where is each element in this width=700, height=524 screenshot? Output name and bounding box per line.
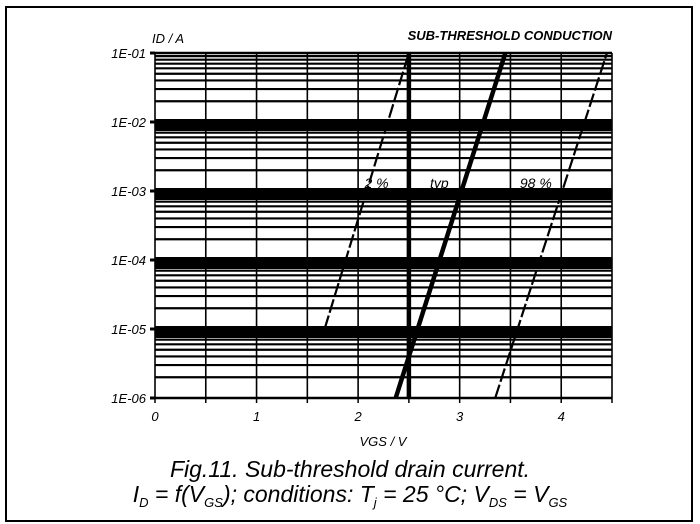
y-tick-label: 1E-06 xyxy=(111,391,146,406)
figure-frame xyxy=(5,6,693,522)
caption-subscript: GS xyxy=(548,495,568,510)
caption-part: = V xyxy=(506,481,549,507)
caption-part: ); conditions: T xyxy=(222,481,374,507)
caption-subscript: DS xyxy=(488,495,507,510)
caption-part: I xyxy=(132,481,140,507)
y-tick-label: 1E-02 xyxy=(111,115,146,130)
x-tick-label: 3 xyxy=(456,409,464,424)
x-tick-label: 1 xyxy=(253,409,260,424)
chart-grid xyxy=(150,51,613,403)
y-tick-label: 1E-05 xyxy=(111,322,146,337)
figure-caption-line2: ID = f(VGS); conditions: Tj = 25 °C; VDS… xyxy=(0,481,700,516)
chart: 1E-01 1E-02 1E-03 1E-04 1E-05 1E-06 0 1 2 3 4 2 % ty… xyxy=(111,28,613,449)
series-line-1 xyxy=(393,52,508,399)
series-label-1: typ xyxy=(430,175,449,191)
x-tick-label: 0 xyxy=(151,409,159,424)
chart-labels: 1E-01 1E-02 1E-03 1E-04 1E-05 1E-06 0 1 2 3 4 2 % ty… xyxy=(111,46,565,424)
chart-title: SUB-THRESHOLD CONDUCTION xyxy=(408,28,613,43)
y-axis-title: ID / A xyxy=(152,31,184,46)
caption-part: = 25 °C; V xyxy=(376,481,489,507)
series-label-0: 2 % xyxy=(363,175,388,191)
y-tick-label: 1E-04 xyxy=(111,253,146,268)
y-tick-label: 1E-03 xyxy=(111,184,146,199)
caption-subscript: j xyxy=(373,495,377,510)
caption-part: = f(V xyxy=(148,481,205,507)
grid-band xyxy=(155,188,612,200)
series-line-2 xyxy=(494,52,608,399)
series-label-2: 98 % xyxy=(520,175,552,191)
chart-series xyxy=(323,52,608,399)
caption-subscript: GS xyxy=(204,495,223,510)
grid-band xyxy=(155,257,612,269)
grid-band xyxy=(155,326,612,338)
figure-caption-line1: Fig.11. Sub-threshold drain current. xyxy=(169,456,531,482)
caption-subscript: D xyxy=(139,495,149,510)
x-tick-label: 4 xyxy=(558,409,565,424)
y-tick-label: 1E-01 xyxy=(111,46,146,61)
x-tick-label: 2 xyxy=(353,409,362,424)
grid-band xyxy=(155,119,612,131)
x-axis-title: VGS / V xyxy=(360,434,408,449)
series-line-0 xyxy=(323,52,410,330)
